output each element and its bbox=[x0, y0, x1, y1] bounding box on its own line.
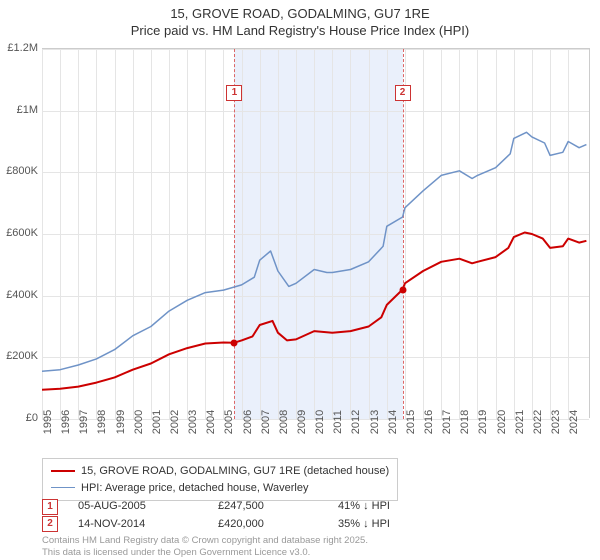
x-axis-label: 2012 bbox=[350, 410, 362, 434]
x-axis-label: 2002 bbox=[169, 410, 181, 434]
data-row-date: 05-AUG-2005 bbox=[78, 498, 198, 516]
chart-container: 15, GROVE ROAD, GODALMING, GU7 1RE Price… bbox=[0, 0, 600, 560]
x-axis-label: 2020 bbox=[496, 410, 508, 434]
x-axis-label: 2007 bbox=[260, 410, 272, 434]
data-row: 2 14-NOV-2014 £420,000 35% ↓ HPI bbox=[42, 516, 438, 534]
y-axis-label: £800K bbox=[6, 165, 38, 177]
x-axis-label: 2009 bbox=[296, 410, 308, 434]
legend-swatch bbox=[51, 470, 75, 472]
x-axis-label: 1996 bbox=[60, 410, 72, 434]
x-axis-label: 2001 bbox=[151, 410, 163, 434]
y-axis-label: £1.2M bbox=[7, 42, 38, 54]
x-axis-label: 2018 bbox=[459, 410, 471, 434]
x-axis-label: 2010 bbox=[314, 410, 326, 434]
x-axis-label: 2021 bbox=[514, 410, 526, 434]
series-lines bbox=[42, 49, 590, 419]
data-row-pct: 35% ↓ HPI bbox=[338, 516, 438, 534]
title-line-2: Price paid vs. HM Land Registry's House … bbox=[0, 23, 600, 40]
x-axis-label: 1997 bbox=[78, 410, 90, 434]
x-axis-label: 2014 bbox=[387, 410, 399, 434]
y-axis-label: £400K bbox=[6, 289, 38, 301]
x-axis-label: 1995 bbox=[42, 410, 54, 434]
x-axis-label: 1998 bbox=[96, 410, 108, 434]
x-axis-label: 1999 bbox=[115, 410, 127, 434]
x-axis-label: 2011 bbox=[332, 410, 344, 434]
legend-row: 15, GROVE ROAD, GODALMING, GU7 1RE (deta… bbox=[51, 463, 389, 480]
data-row-price: £247,500 bbox=[218, 498, 318, 516]
x-axis-label: 2008 bbox=[278, 410, 290, 434]
legend-label: 15, GROVE ROAD, GODALMING, GU7 1RE (deta… bbox=[81, 463, 389, 480]
x-axis-label: 2016 bbox=[423, 410, 435, 434]
legend-row: HPI: Average price, detached house, Wave… bbox=[51, 480, 389, 497]
x-axis-label: 2004 bbox=[205, 410, 217, 434]
series-hpi bbox=[42, 132, 586, 371]
title-line-1: 15, GROVE ROAD, GODALMING, GU7 1RE bbox=[0, 6, 600, 23]
data-row-pct: 41% ↓ HPI bbox=[338, 498, 438, 516]
data-row-marker: 1 bbox=[42, 499, 58, 515]
y-axis-label: £200K bbox=[6, 350, 38, 362]
x-axis-label: 2023 bbox=[550, 410, 562, 434]
marker-dot bbox=[399, 286, 406, 293]
y-axis-label: £1M bbox=[17, 104, 38, 116]
marker-box: 1 bbox=[226, 85, 242, 101]
x-axis-label: 2006 bbox=[242, 410, 254, 434]
footer-line-2: This data is licensed under the Open Gov… bbox=[42, 547, 368, 558]
legend: 15, GROVE ROAD, GODALMING, GU7 1RE (deta… bbox=[42, 458, 398, 501]
legend-swatch bbox=[51, 487, 75, 488]
x-axis-label: 2019 bbox=[477, 410, 489, 434]
x-axis-label: 2015 bbox=[405, 410, 417, 434]
marker-data-rows: 1 05-AUG-2005 £247,500 41% ↓ HPI 2 14-NOV-201… bbox=[42, 498, 438, 533]
plot: 12 bbox=[42, 48, 590, 418]
data-row-date: 14-NOV-2014 bbox=[78, 516, 198, 534]
data-row-price: £420,000 bbox=[218, 516, 318, 534]
y-axis-label: £0 bbox=[26, 412, 38, 424]
y-axis-label: £600K bbox=[6, 227, 38, 239]
footer-line-1: Contains HM Land Registry data © Crown c… bbox=[42, 535, 368, 546]
data-row: 1 05-AUG-2005 £247,500 41% ↓ HPI bbox=[42, 498, 438, 516]
x-axis-label: 2000 bbox=[133, 410, 145, 434]
marker-dot bbox=[231, 339, 238, 346]
x-axis-label: 2024 bbox=[568, 410, 580, 434]
data-row-marker: 2 bbox=[42, 516, 58, 532]
x-axis-label: 2022 bbox=[532, 410, 544, 434]
attribution-footer: Contains HM Land Registry data © Crown c… bbox=[42, 535, 368, 558]
chart-area: 12 £0£200K£400K£600K£800K£1M£1.2M1995199… bbox=[42, 48, 590, 418]
x-axis-label: 2005 bbox=[223, 410, 235, 434]
legend-label: HPI: Average price, detached house, Wave… bbox=[81, 480, 308, 497]
marker-box: 2 bbox=[395, 85, 411, 101]
x-axis-label: 2003 bbox=[187, 410, 199, 434]
chart-title: 15, GROVE ROAD, GODALMING, GU7 1RE Price… bbox=[0, 0, 600, 40]
x-axis-label: 2017 bbox=[441, 410, 453, 434]
series-price_paid bbox=[42, 233, 586, 390]
x-axis-label: 2013 bbox=[369, 410, 381, 434]
